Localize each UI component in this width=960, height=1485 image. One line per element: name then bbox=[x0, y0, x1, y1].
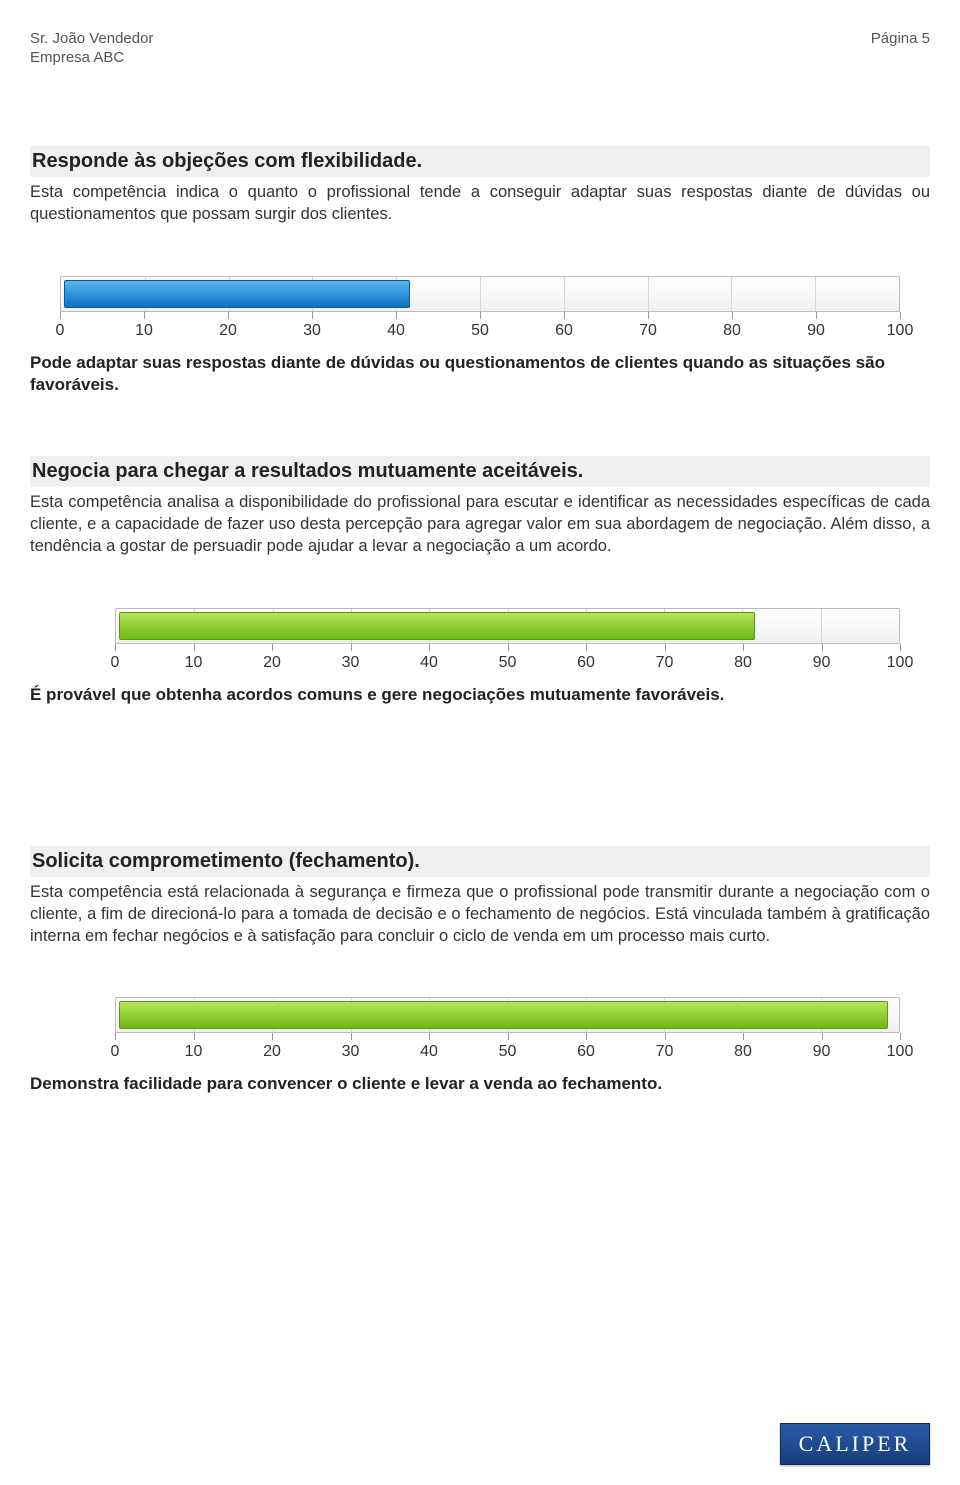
axis-tick-label: 30 bbox=[303, 322, 321, 340]
axis-tick-label: 40 bbox=[420, 1043, 438, 1061]
axis-tick-label: 30 bbox=[342, 1043, 360, 1061]
chart-bar bbox=[64, 280, 410, 308]
axis-tick-label: 90 bbox=[807, 322, 825, 340]
section-title: Responde às objeções com flexibilidade. bbox=[30, 146, 930, 177]
axis-tick-label: 10 bbox=[135, 322, 153, 340]
axis-tick-label: 50 bbox=[499, 654, 517, 672]
axis-tick-label: 0 bbox=[111, 1043, 120, 1061]
axis-tick-label: 10 bbox=[185, 654, 203, 672]
axis-tick-label: 100 bbox=[887, 322, 914, 340]
axis-tick-label: 80 bbox=[734, 1043, 752, 1061]
axis-tick-label: 80 bbox=[723, 322, 741, 340]
axis-tick-label: 80 bbox=[734, 654, 752, 672]
competency-bar-chart: 0102030405060708090100 bbox=[60, 276, 900, 344]
header-company: Empresa ABC bbox=[30, 49, 930, 66]
chart-caption: Demonstra facilidade para convencer o cl… bbox=[30, 1073, 930, 1095]
axis-tick-label: 90 bbox=[813, 1043, 831, 1061]
axis-tick-label: 60 bbox=[555, 322, 573, 340]
axis-tick-label: 0 bbox=[111, 654, 120, 672]
chart-track bbox=[115, 608, 900, 644]
header-page: Página 5 bbox=[871, 30, 930, 47]
axis-tick-label: 90 bbox=[813, 654, 831, 672]
chart-track bbox=[60, 276, 900, 312]
axis-tick-label: 50 bbox=[499, 1043, 517, 1061]
axis-tick-label: 20 bbox=[263, 1043, 281, 1061]
chart-caption: É provável que obtenha acordos comuns e … bbox=[30, 684, 930, 706]
axis-tick-label: 60 bbox=[577, 654, 595, 672]
axis-tick-label: 70 bbox=[656, 1043, 674, 1061]
chart-bar bbox=[119, 612, 755, 640]
axis-tick-label: 0 bbox=[56, 322, 65, 340]
chart-bar bbox=[119, 1001, 888, 1029]
competency-bar-chart: 0102030405060708090100 bbox=[115, 997, 900, 1065]
section-description: Esta competência está relacionada à segu… bbox=[30, 881, 930, 948]
section-title: Negocia para chegar a resultados mutuame… bbox=[30, 456, 930, 487]
axis-tick-label: 30 bbox=[342, 654, 360, 672]
axis-tick-label: 40 bbox=[387, 322, 405, 340]
axis-tick-label: 100 bbox=[887, 1043, 914, 1061]
axis-tick-label: 20 bbox=[263, 654, 281, 672]
header-name: Sr. João Vendedor bbox=[30, 30, 153, 47]
section-description: Esta competência indica o quanto o profi… bbox=[30, 181, 930, 226]
axis-tick-label: 70 bbox=[656, 654, 674, 672]
axis-tick-label: 100 bbox=[887, 654, 914, 672]
section-description: Esta competência analisa a disponibilida… bbox=[30, 491, 930, 558]
competency-bar-chart: 0102030405060708090100 bbox=[115, 608, 900, 676]
axis-tick-label: 60 bbox=[577, 1043, 595, 1061]
caliper-logo: CALIPER bbox=[780, 1423, 930, 1465]
chart-track bbox=[115, 997, 900, 1033]
axis-tick-label: 50 bbox=[471, 322, 489, 340]
chart-caption: Pode adaptar suas respostas diante de dú… bbox=[30, 352, 930, 396]
axis-tick-label: 70 bbox=[639, 322, 657, 340]
axis-tick-label: 10 bbox=[185, 1043, 203, 1061]
axis-tick-label: 20 bbox=[219, 322, 237, 340]
axis-tick-label: 40 bbox=[420, 654, 438, 672]
page-header: Sr. João Vendedor Página 5 bbox=[30, 30, 930, 47]
section-title: Solicita comprometimento (fechamento). bbox=[30, 846, 930, 877]
